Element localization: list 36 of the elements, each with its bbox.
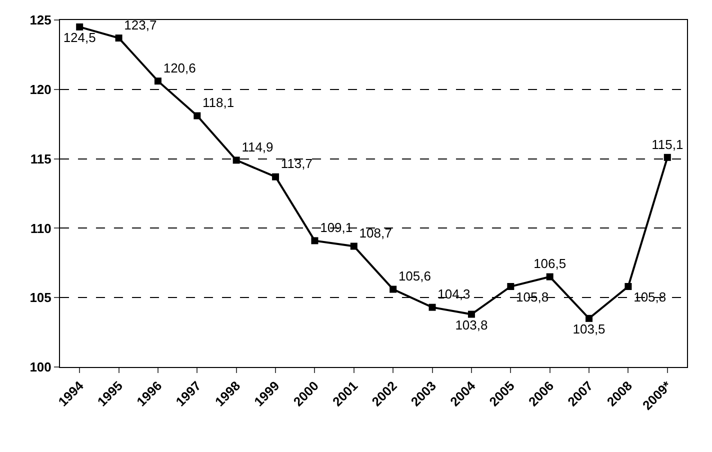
point bbox=[272, 173, 280, 180]
point bbox=[586, 314, 593, 322]
point bbox=[311, 237, 318, 244]
point bbox=[664, 154, 671, 161]
data-label: 103,5 bbox=[572, 322, 606, 337]
data-label: 105,8 bbox=[516, 290, 549, 305]
data-label: 105,8 bbox=[634, 290, 666, 305]
data-label: 124,5 bbox=[63, 30, 96, 46]
data-label: 114,9 bbox=[242, 140, 274, 155]
point bbox=[115, 34, 122, 42]
y-tick-label: 125 bbox=[30, 12, 52, 28]
point bbox=[624, 283, 632, 290]
y-tick-label: 105 bbox=[30, 290, 52, 306]
data-label: 106,5 bbox=[534, 256, 566, 272]
point bbox=[194, 112, 201, 120]
data-label: 120,6 bbox=[163, 60, 196, 76]
point bbox=[232, 156, 240, 164]
point bbox=[546, 273, 554, 280]
data-label: 123,7 bbox=[124, 17, 157, 32]
y-tick-label: 110 bbox=[30, 220, 52, 236]
data-label: 113,7 bbox=[280, 156, 312, 172]
y-tick-label: 120 bbox=[30, 82, 52, 97]
point bbox=[428, 304, 436, 311]
data-label: 108,7 bbox=[359, 226, 392, 241]
point bbox=[507, 283, 514, 290]
data-label: 118,1 bbox=[202, 95, 234, 110]
point bbox=[76, 23, 84, 30]
data-label: 103,8 bbox=[455, 317, 488, 332]
point bbox=[468, 310, 475, 318]
point bbox=[350, 242, 358, 250]
point bbox=[154, 78, 162, 85]
data-label: 115,1 bbox=[652, 136, 684, 152]
y-tick-label: 115 bbox=[30, 151, 52, 166]
point bbox=[390, 286, 397, 293]
y-tick-label: 100 bbox=[30, 360, 52, 375]
data-label: 105,6 bbox=[398, 268, 432, 284]
